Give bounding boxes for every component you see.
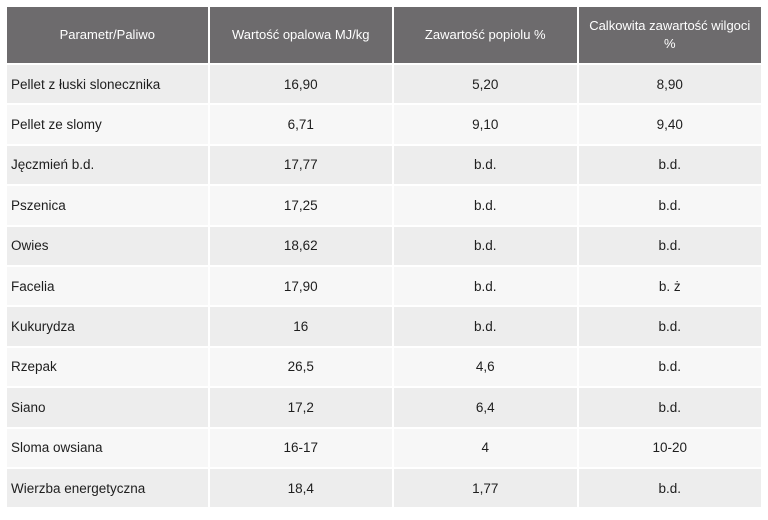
- fuel-name-cell: Pellet z łuski slonecznika: [7, 65, 208, 104]
- table-row: Pellet ze slomy 6,71 9,10 9,40: [7, 105, 761, 144]
- fuel-name-cell: Siano: [7, 388, 208, 427]
- ash-content-cell: 6,4: [394, 388, 577, 427]
- moisture-content-cell: b.d.: [578, 186, 761, 225]
- fuel-name-cell: Jęczmień b.d.: [7, 145, 208, 185]
- fuel-parameters-table-container: Parametr/Paliwo Wartość opalowa MJ/kg Za…: [5, 5, 763, 509]
- table-row: Pellet z łuski slonecznika 16,90 5,20 8,90: [7, 65, 761, 104]
- calorific-value-cell: 26,5: [209, 347, 393, 387]
- calorific-value-cell: 17,90: [209, 266, 393, 306]
- moisture-content-cell: b.d.: [578, 307, 761, 346]
- ash-content-cell: b.d.: [394, 307, 577, 346]
- fuel-name-cell: Kukurydza: [7, 307, 208, 346]
- header-moisture-content: Calkowita zawartość wilgoci %: [578, 7, 761, 63]
- table-row: Pszenica 17,25 b.d. b.d.: [7, 186, 761, 225]
- table-row: Jęczmień b.d. 17,77 b.d. b.d.: [7, 145, 761, 185]
- table-row: Kukurydza 16 b.d. b.d.: [7, 307, 761, 346]
- header-calorific-value: Wartość opalowa MJ/kg: [209, 7, 393, 63]
- table-row: Facelia 17,90 b.d. b. ż: [7, 266, 761, 306]
- fuel-name-cell: Pellet ze slomy: [7, 105, 208, 144]
- moisture-content-cell: b. ż: [578, 266, 761, 306]
- moisture-content-cell: 9,40: [578, 105, 761, 144]
- ash-content-cell: b.d.: [394, 266, 577, 306]
- ash-content-cell: b.d.: [394, 186, 577, 225]
- ash-content-cell: 5,20: [394, 65, 577, 104]
- moisture-content-cell: b.d.: [578, 388, 761, 427]
- moisture-content-cell: b.d.: [578, 145, 761, 185]
- ash-content-cell: 4,6: [394, 347, 577, 387]
- fuel-name-cell: Facelia: [7, 266, 208, 306]
- calorific-value-cell: 16,90: [209, 65, 393, 104]
- moisture-content-cell: 10-20: [578, 428, 761, 467]
- table-row: Owies 18,62 b.d. b.d.: [7, 226, 761, 265]
- ash-content-cell: b.d.: [394, 145, 577, 185]
- fuel-name-cell: Rzepak: [7, 347, 208, 387]
- moisture-content-cell: b.d.: [578, 468, 761, 508]
- fuel-name-cell: Wierzba energetyczna: [7, 468, 208, 508]
- table-header-row: Parametr/Paliwo Wartość opalowa MJ/kg Za…: [7, 7, 761, 63]
- table-row: Rzepak 26,5 4,6 b.d.: [7, 347, 761, 387]
- calorific-value-cell: 16: [209, 307, 393, 346]
- fuel-parameters-table: Parametr/Paliwo Wartość opalowa MJ/kg Za…: [5, 5, 763, 509]
- table-row: Siano 17,2 6,4 b.d.: [7, 388, 761, 427]
- moisture-content-cell: b.d.: [578, 347, 761, 387]
- ash-content-cell: b.d.: [394, 226, 577, 265]
- calorific-value-cell: 17,25: [209, 186, 393, 225]
- moisture-content-cell: b.d.: [578, 226, 761, 265]
- calorific-value-cell: 18,4: [209, 468, 393, 508]
- ash-content-cell: 4: [394, 428, 577, 467]
- fuel-name-cell: Owies: [7, 226, 208, 265]
- ash-content-cell: 9,10: [394, 105, 577, 144]
- table-row: Wierzba energetyczna 18,4 1,77 b.d.: [7, 468, 761, 508]
- calorific-value-cell: 17,2: [209, 388, 393, 427]
- calorific-value-cell: 6,71: [209, 105, 393, 144]
- header-parameter-fuel: Parametr/Paliwo: [7, 7, 208, 63]
- ash-content-cell: 1,77: [394, 468, 577, 508]
- table-row: Sloma owsiana 16-17 4 10-20: [7, 428, 761, 467]
- fuel-name-cell: Pszenica: [7, 186, 208, 225]
- calorific-value-cell: 18,62: [209, 226, 393, 265]
- calorific-value-cell: 17,77: [209, 145, 393, 185]
- calorific-value-cell: 16-17: [209, 428, 393, 467]
- moisture-content-cell: 8,90: [578, 65, 761, 104]
- header-ash-content: Zawartość popiolu %: [394, 7, 577, 63]
- fuel-name-cell: Sloma owsiana: [7, 428, 208, 467]
